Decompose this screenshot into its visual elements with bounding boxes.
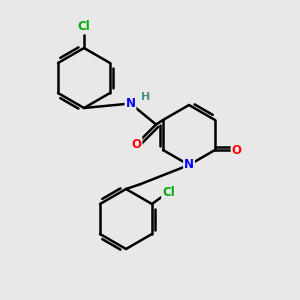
Text: Cl: Cl — [162, 185, 175, 199]
Text: O: O — [131, 137, 142, 151]
Text: Cl: Cl — [78, 20, 90, 34]
Text: N: N — [125, 97, 136, 110]
Text: N: N — [184, 158, 194, 172]
Text: O: O — [232, 143, 242, 157]
Text: H: H — [141, 92, 150, 103]
